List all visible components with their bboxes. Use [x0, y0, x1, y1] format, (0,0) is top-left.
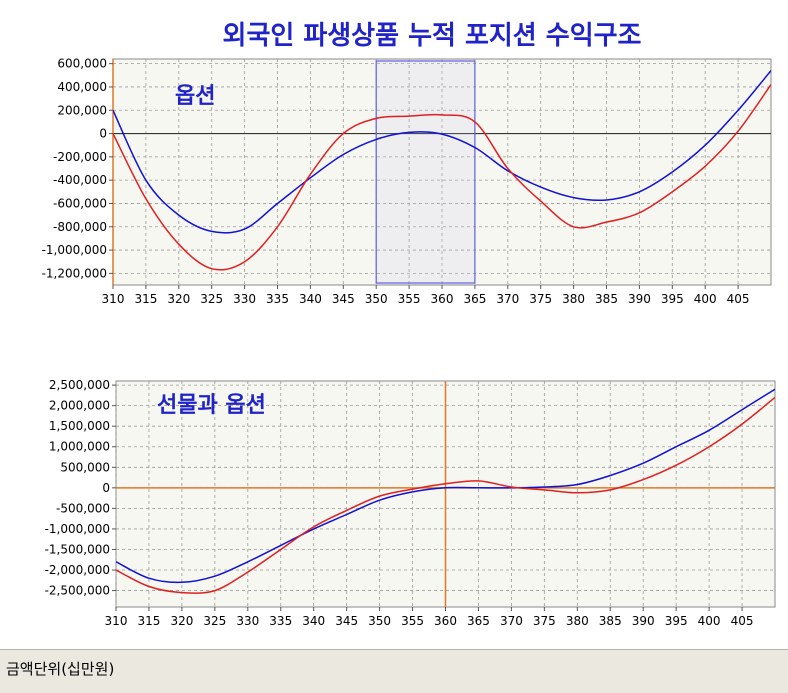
y-tick-label: 0 — [102, 481, 110, 495]
y-tick-label: -2,000,000 — [45, 563, 110, 577]
x-tick-label: 355 — [398, 292, 421, 306]
x-tick-label: 350 — [368, 614, 391, 628]
x-tick-label: 320 — [170, 614, 193, 628]
x-tick-label: 385 — [599, 614, 622, 628]
x-tick-label: 390 — [628, 292, 651, 306]
x-tick-label: 400 — [698, 614, 721, 628]
x-tick-label: 370 — [500, 614, 523, 628]
series-line-blue — [113, 70, 771, 234]
y-tick-label: 600,000 — [57, 57, 107, 71]
x-tick-label: 380 — [562, 292, 585, 306]
y-tick-label: -600,000 — [53, 196, 107, 210]
chart-options: 600,000 400,000 200,000 0 -200,000 -400,000 -6… — [42, 57, 772, 306]
y-tick-label: -1,500,000 — [45, 542, 110, 556]
y-tick-label: -500,000 — [56, 501, 110, 515]
unit-label: 금액단위(십만원) — [6, 660, 115, 678]
status-bar: 금액단위(십만원) — [0, 649, 788, 693]
y-tick-label: 400,000 — [57, 80, 107, 94]
x-tick-label: 370 — [496, 292, 519, 306]
x-tick-label: 400 — [694, 292, 717, 306]
y-tick-label: 500,000 — [60, 460, 110, 474]
y-tick-label: 0 — [99, 127, 107, 141]
x-tick-label: 395 — [661, 292, 684, 306]
y-tick-label: -1,200,000 — [42, 266, 107, 280]
x-tick-label: 310 — [102, 292, 125, 306]
selection-box — [375, 60, 476, 284]
y-tick-label: 1,000,000 — [49, 440, 110, 454]
x-tick-label: 325 — [203, 614, 226, 628]
series-line-blue — [116, 388, 775, 584]
chart-title: 외국인 파생상품 누적 포지션 수익구조 — [223, 21, 642, 51]
x-tick-label: 340 — [299, 292, 322, 306]
chart-futures-options: 2,500,000 2,000,000 1,500,000 1,000,000 500,… — [45, 378, 776, 628]
x-tick-label: 355 — [401, 614, 424, 628]
x-tick-label: 315 — [137, 614, 160, 628]
y-tick-label: -2,500,000 — [45, 584, 110, 598]
chart-inner-label: 옵션 — [175, 83, 215, 109]
x-tick-label: 395 — [665, 614, 688, 628]
x-tick-label: 320 — [167, 292, 190, 306]
y-tick-label: 2,500,000 — [49, 378, 110, 392]
x-tick-label: 330 — [233, 292, 256, 306]
x-tick-label: 405 — [731, 614, 754, 628]
y-tick-label: 2,000,000 — [49, 399, 110, 413]
x-tick-label: 360 — [431, 292, 454, 306]
x-tick-label: 335 — [266, 292, 289, 306]
chart-inner-label: 선물과 옵션 — [157, 392, 266, 418]
x-tick-label: 310 — [105, 614, 128, 628]
x-tick-label: 335 — [269, 614, 292, 628]
y-tick-label: -200,000 — [53, 150, 107, 164]
x-tick-label: 330 — [236, 614, 259, 628]
x-tick-label: 385 — [595, 292, 618, 306]
y-tick-label: -1,000,000 — [42, 243, 107, 257]
x-tick-label: 390 — [632, 614, 655, 628]
y-tick-label: -800,000 — [53, 220, 107, 234]
series-line-red — [116, 396, 775, 594]
x-tick-label: 340 — [302, 614, 325, 628]
x-tick-label: 315 — [134, 292, 157, 306]
y-tick-label: 200,000 — [57, 103, 107, 117]
x-tick-label: 325 — [200, 292, 223, 306]
series-line-red — [113, 84, 771, 271]
y-tick-label: -400,000 — [53, 173, 107, 187]
x-tick-label: 345 — [332, 292, 355, 306]
x-tick-label: 360 — [434, 614, 457, 628]
x-tick-label: 345 — [335, 614, 358, 628]
x-tick-label: 405 — [727, 292, 750, 306]
x-tick-label: 375 — [533, 614, 556, 628]
x-tick-label: 350 — [365, 292, 388, 306]
x-tick-label: 365 — [467, 614, 490, 628]
y-tick-label: 1,500,000 — [49, 419, 110, 433]
x-tick-label: 380 — [566, 614, 589, 628]
x-tick-label: 375 — [529, 292, 552, 306]
y-tick-label: -1,000,000 — [45, 522, 110, 536]
x-tick-label: 365 — [463, 292, 486, 306]
